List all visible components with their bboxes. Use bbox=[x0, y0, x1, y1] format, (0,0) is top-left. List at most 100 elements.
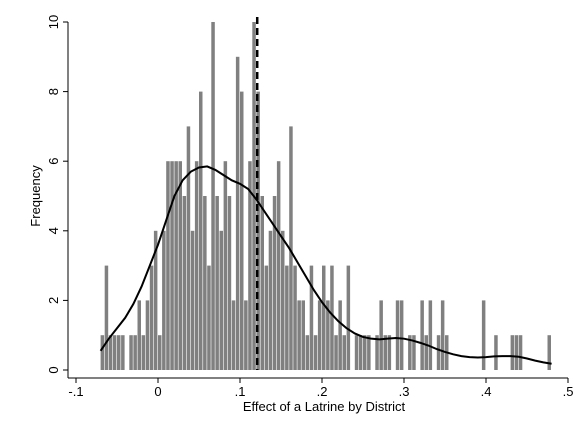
histogram-bar bbox=[117, 335, 121, 370]
histogram-bar bbox=[428, 300, 433, 370]
histogram-bar bbox=[436, 335, 441, 370]
histogram-bar bbox=[133, 335, 137, 370]
histogram-bar bbox=[309, 265, 314, 370]
histogram-bar bbox=[276, 161, 281, 370]
histogram-bars bbox=[100, 22, 551, 371]
histogram-bar bbox=[215, 196, 219, 370]
axes bbox=[67, 22, 568, 379]
histogram-bar bbox=[162, 230, 166, 370]
histogram-bar bbox=[346, 265, 351, 370]
histogram-bar bbox=[178, 161, 182, 370]
histogram-bar bbox=[518, 335, 523, 370]
histogram-bar bbox=[174, 161, 178, 370]
histogram-bar bbox=[104, 265, 109, 370]
y-tick-label: 2 bbox=[46, 297, 61, 304]
histogram-bar bbox=[100, 335, 105, 370]
histogram-bar bbox=[182, 196, 187, 370]
histogram-bar bbox=[264, 265, 269, 370]
density-curve bbox=[99, 165, 552, 365]
histogram-bar bbox=[494, 335, 498, 370]
histogram-bar bbox=[158, 335, 162, 370]
x-tick-label: .5 bbox=[563, 384, 574, 399]
histogram-bar bbox=[342, 335, 346, 370]
histogram-bar bbox=[440, 300, 445, 370]
x-tick-label: .3 bbox=[399, 384, 410, 399]
histogram-bar bbox=[379, 300, 383, 370]
histogram-bar bbox=[313, 335, 318, 370]
histogram-bar bbox=[317, 300, 322, 370]
histogram-bar bbox=[322, 265, 326, 370]
histogram-bar bbox=[240, 91, 244, 370]
histogram-bar bbox=[166, 161, 170, 370]
histogram-bar bbox=[186, 126, 191, 371]
histogram-bar bbox=[112, 335, 117, 370]
histogram-bar bbox=[141, 335, 146, 370]
histogram-bar bbox=[211, 22, 215, 370]
histogram-bar bbox=[354, 335, 359, 370]
histogram-bar bbox=[137, 300, 141, 370]
histogram-bar bbox=[244, 300, 248, 370]
histogram-bar bbox=[219, 230, 223, 370]
histogram-bar bbox=[305, 335, 310, 370]
histogram-bar bbox=[194, 161, 199, 370]
x-tick-label: 0 bbox=[154, 384, 161, 399]
histogram-bar bbox=[363, 335, 367, 370]
histogram-bar bbox=[199, 91, 203, 370]
histogram-bar bbox=[293, 265, 297, 370]
histogram-bar bbox=[285, 265, 289, 370]
histogram-bar bbox=[260, 196, 264, 370]
x-tick-label: .1 bbox=[235, 384, 246, 399]
histogram-bar bbox=[268, 230, 273, 370]
histogram-bar bbox=[408, 335, 412, 370]
y-tick-label: 0 bbox=[46, 366, 61, 373]
histogram-bar bbox=[420, 300, 424, 370]
histogram-bar bbox=[235, 56, 240, 371]
y-tick-label: 10 bbox=[46, 15, 61, 29]
x-tick-label: -.1 bbox=[68, 384, 83, 399]
histogram-bar bbox=[145, 300, 150, 370]
histogram-bar bbox=[170, 161, 174, 370]
histogram-bar bbox=[326, 300, 330, 370]
x-ticks: -.1 0 .1 .2 .3 .4 .5 bbox=[68, 378, 573, 399]
histogram-bar bbox=[289, 126, 293, 371]
x-tick-label: .4 bbox=[481, 384, 492, 399]
histogram-bar bbox=[547, 335, 551, 370]
histogram-bar bbox=[281, 230, 285, 370]
histogram-bar bbox=[358, 335, 363, 370]
histogram-bar bbox=[272, 196, 277, 370]
x-tick-label: .2 bbox=[317, 384, 328, 399]
histogram-bar bbox=[108, 335, 113, 370]
histogram-bar bbox=[190, 230, 195, 370]
histogram-bar bbox=[383, 335, 387, 370]
histogram-bar bbox=[481, 300, 486, 370]
histogram-bar bbox=[207, 265, 211, 370]
histogram-bar bbox=[514, 335, 519, 370]
histogram-bar bbox=[387, 335, 392, 370]
histogram-bar bbox=[399, 300, 404, 370]
histogram-bar bbox=[203, 196, 207, 370]
histogram-bar bbox=[297, 300, 301, 370]
histogram-bar bbox=[395, 300, 400, 370]
y-tick-label: 8 bbox=[46, 88, 61, 95]
histogram-bar bbox=[334, 335, 338, 370]
histogram-bar bbox=[153, 230, 158, 370]
histogram-bar bbox=[149, 265, 154, 370]
histogram-bar bbox=[375, 335, 379, 370]
histogram-bar bbox=[424, 335, 428, 370]
x-axis-title: Effect of a Latrine by District bbox=[243, 399, 406, 414]
histogram-bar bbox=[338, 300, 342, 370]
histogram-bar bbox=[510, 335, 515, 370]
y-axis-title: Frequency bbox=[28, 165, 43, 227]
histogram-bar bbox=[227, 196, 232, 370]
histogram-bar bbox=[301, 300, 305, 370]
histogram-bar bbox=[367, 335, 371, 370]
histogram-bar bbox=[248, 161, 252, 370]
y-tick-label: 6 bbox=[46, 158, 61, 165]
histogram-bar bbox=[223, 161, 228, 370]
y-tick-label: 4 bbox=[46, 227, 61, 234]
y-ticks: 0 2 4 6 8 10 bbox=[46, 15, 68, 374]
histogram-bar bbox=[330, 265, 334, 370]
histogram-bar bbox=[129, 335, 133, 370]
